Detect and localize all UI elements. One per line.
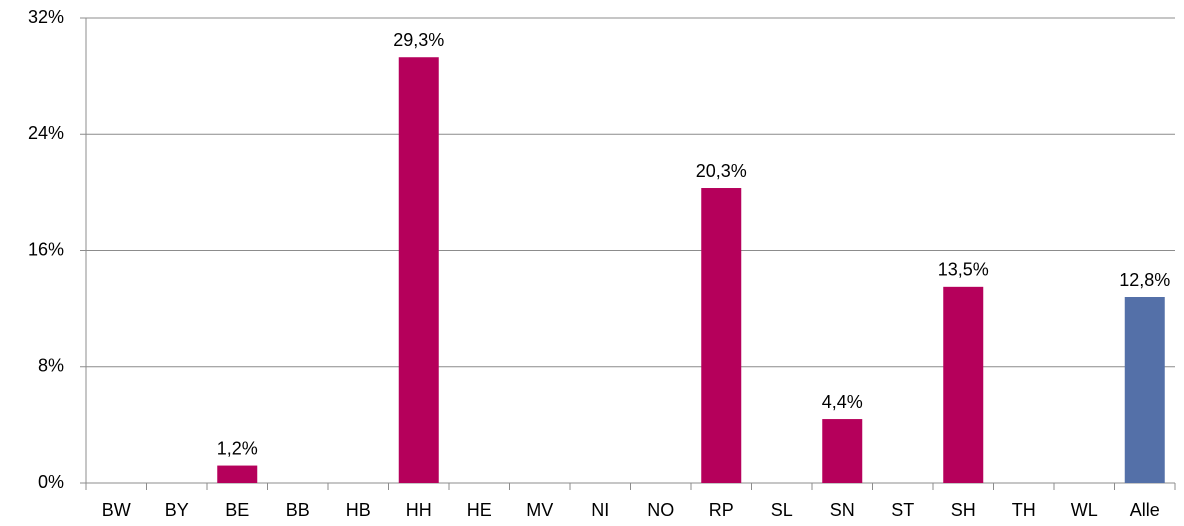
value-label: 1,2% bbox=[217, 438, 258, 458]
x-tick-label: SN bbox=[830, 500, 855, 520]
bar bbox=[217, 465, 258, 483]
x-tick-label: HE bbox=[467, 500, 492, 520]
value-label: 20,3% bbox=[696, 161, 747, 181]
x-tick-label: BE bbox=[225, 500, 249, 520]
x-tick-label: BY bbox=[165, 500, 189, 520]
value-label: 12,8% bbox=[1119, 270, 1170, 290]
bar bbox=[701, 188, 742, 483]
x-tick-label: BW bbox=[102, 500, 131, 520]
y-tick-label: 0% bbox=[38, 472, 64, 492]
y-tick-label: 24% bbox=[28, 123, 64, 143]
x-tick-label: NO bbox=[647, 500, 674, 520]
value-label: 29,3% bbox=[393, 30, 444, 50]
bar bbox=[822, 419, 863, 483]
x-tick-label: SL bbox=[771, 500, 793, 520]
y-tick-label: 32% bbox=[28, 7, 64, 27]
x-tick-label: TH bbox=[1012, 500, 1036, 520]
x-tick-label: NI bbox=[591, 500, 609, 520]
x-tick-label: HB bbox=[346, 500, 371, 520]
x-tick-label: WL bbox=[1071, 500, 1098, 520]
x-tick-label: SH bbox=[951, 500, 976, 520]
x-tick-label: MV bbox=[526, 500, 553, 520]
x-tick-label: RP bbox=[709, 500, 734, 520]
bar bbox=[1124, 297, 1165, 483]
x-tick-label: ST bbox=[891, 500, 914, 520]
y-tick-label: 8% bbox=[38, 356, 64, 376]
x-tick-label: BB bbox=[286, 500, 310, 520]
bar bbox=[943, 286, 984, 483]
y-tick-label: 16% bbox=[28, 239, 64, 259]
x-tick-label: Alle bbox=[1130, 500, 1160, 520]
x-tick-label: HH bbox=[406, 500, 432, 520]
value-label: 13,5% bbox=[938, 260, 989, 280]
bar bbox=[398, 57, 439, 483]
value-label: 4,4% bbox=[822, 392, 863, 412]
